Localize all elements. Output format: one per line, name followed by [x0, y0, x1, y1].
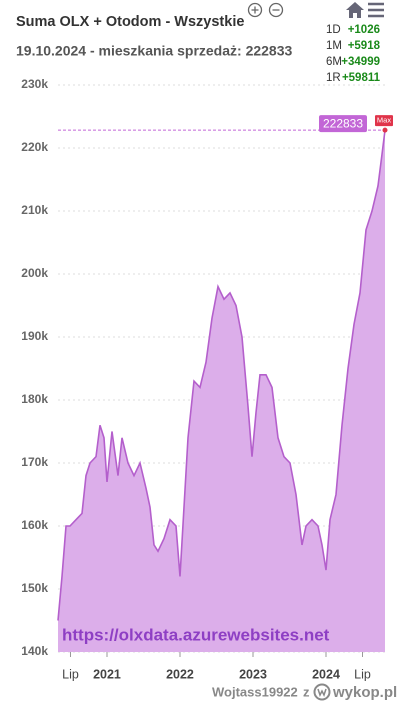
footer-site: wykop.pl	[332, 684, 397, 701]
menu-icon[interactable]	[368, 2, 384, 18]
x-tick-label: 2021	[93, 667, 121, 681]
max-tag: Max	[377, 116, 391, 125]
plot: 140k 150k 160k 170k 180k 190k 200k 210k 220k 230k…	[21, 77, 393, 681]
max-value-label: 222833	[323, 116, 363, 130]
x-tick-label: Lip	[354, 667, 371, 681]
stat-change: +34999	[341, 56, 380, 68]
x-tick-label: 2022	[166, 667, 194, 681]
zoom-in[interactable]	[247, 2, 263, 18]
max-tag-box	[375, 115, 393, 127]
home-icon[interactable]	[346, 2, 364, 18]
footer-joiner: z	[303, 684, 310, 699]
max-value-box	[319, 115, 367, 133]
y-tick-label: 150k	[21, 581, 48, 595]
area	[58, 130, 385, 652]
stat-period: 1M	[326, 40, 342, 52]
wykop-logo	[313, 683, 331, 701]
stat-change: +59811	[342, 72, 381, 84]
y-tick-label: 200k	[21, 266, 48, 280]
x-tick-label: 2023	[239, 667, 267, 681]
line	[57, 130, 386, 621]
y-tick-label: 210k	[21, 203, 48, 217]
y-tick-label: 170k	[21, 455, 48, 469]
y-tick-label: 140k	[21, 644, 48, 658]
watermark: https://olxdata.azurewebsites.net	[62, 625, 330, 644]
x-tick-label: 2024	[312, 667, 340, 681]
x-tick-label: Lip	[62, 667, 79, 681]
stat-change: +1026	[348, 24, 380, 36]
chart-subtitle: 19.10.2024 - mieszkania sprzedaż: 222833	[16, 43, 293, 59]
y-tick-label: 230k	[21, 77, 48, 91]
y-tick-label: 190k	[21, 329, 48, 343]
chart-title: Suma OLX + Otodom - Wszystkie	[16, 14, 244, 30]
footer-user: Wojtass19922	[212, 684, 298, 699]
y-tick-label: 180k	[21, 392, 48, 406]
y-tick-label: 220k	[21, 140, 48, 154]
stat-change: +5918	[348, 40, 381, 52]
stat-period: 6M	[326, 56, 342, 68]
zoom-out[interactable]	[268, 2, 284, 18]
stat-period: 1D	[326, 24, 341, 36]
max-point	[382, 127, 388, 133]
y-tick-label: 160k	[21, 518, 48, 532]
stat-period: 1R	[326, 72, 341, 84]
